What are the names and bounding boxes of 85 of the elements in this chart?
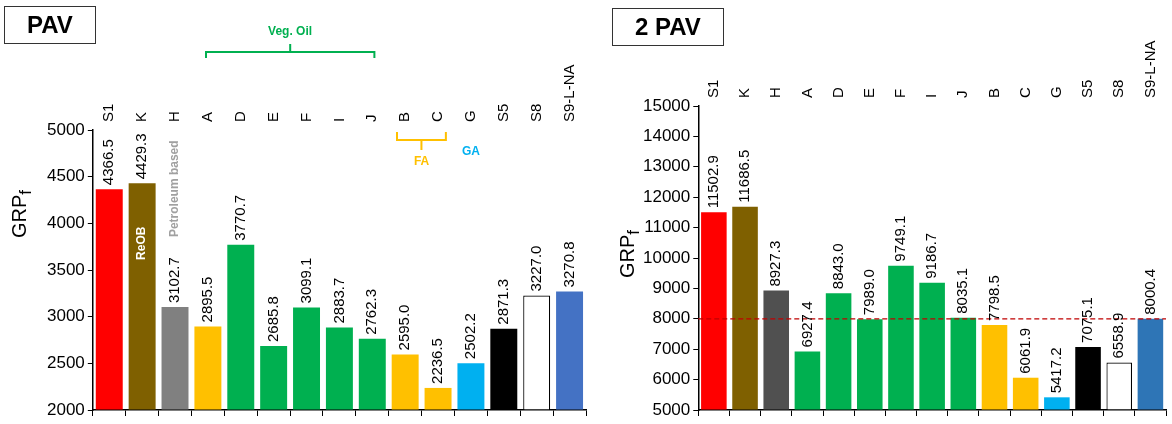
x-tick-label: J [953, 90, 971, 98]
y-tick-label: 4500 [46, 166, 85, 186]
data-label: 9186.7 [922, 232, 940, 279]
x-tick-label: K [132, 111, 150, 122]
data-label: 6558.9 [1109, 312, 1127, 359]
x-tick-label: E [263, 111, 281, 122]
data-label: 4429.3 [132, 133, 150, 180]
data-label: 3102.7 [165, 257, 183, 304]
annotation: GA [461, 144, 481, 159]
y-tick-label: 2000 [46, 399, 85, 419]
data-label: 6927.4 [797, 301, 815, 348]
text: Veg. Oil [268, 24, 313, 39]
data-label: 2236.5 [428, 338, 446, 384]
x-tick-label: S5 [1078, 79, 1096, 98]
data-label: 11686.5 [735, 149, 753, 203]
data-label: 8843.0 [828, 243, 846, 290]
y-tick-label: 5000 [652, 399, 691, 419]
x-tick-label: K [735, 87, 753, 98]
x-tick-label: G [461, 110, 479, 122]
data-label: 7075.1 [1078, 297, 1096, 343]
x-tick-label: D [230, 111, 248, 122]
y-tick-label: 2500 [46, 353, 85, 373]
x-tick-label: B [395, 111, 413, 122]
y-tick-label: 6000 [652, 369, 691, 389]
y-tick-label: 7000 [652, 338, 691, 358]
data-label: 11502.9 [704, 155, 721, 209]
x-tick-label: S1 [99, 103, 117, 122]
chart-title: PAV [4, 6, 96, 44]
y-tick-label: 15000 [642, 95, 691, 115]
y-tick-label: 8000 [652, 308, 691, 328]
x-tick-label: G [1047, 86, 1064, 98]
data-label: 3099.1 [296, 257, 314, 304]
x-tick-label: S9-L-NA [559, 64, 577, 122]
data-label: 6061.9 [1015, 327, 1033, 374]
x-tick-label: C [1015, 87, 1033, 98]
data-label: 9749.1 [891, 215, 909, 262]
x-tick-label: F [891, 88, 909, 98]
x-tick-label: S8 [526, 103, 544, 122]
x-tick-label: A [198, 111, 216, 122]
y-tick-label: 9000 [652, 278, 691, 298]
x-tick-label: A [797, 87, 815, 98]
x-tick-label: I [922, 93, 940, 98]
data-label: 8927.3 [766, 240, 784, 287]
data-label: 2685.8 [263, 296, 281, 342]
annotation: Petroleum based [167, 140, 182, 238]
data-label: 3770.7 [230, 194, 248, 241]
y-tick-label: 4000 [46, 213, 85, 233]
x-tick-label: J [362, 114, 380, 122]
y-tick-label: 3000 [46, 306, 85, 326]
data-label: 4366.5 [99, 139, 117, 186]
data-label: 7798.5 [984, 275, 1002, 321]
data-label: 7989.0 [859, 269, 877, 316]
data-label: 2871.3 [493, 278, 511, 325]
annotation: FA [413, 154, 430, 169]
data-label: 2895.5 [198, 276, 216, 323]
x-tick-label: C [428, 111, 446, 122]
data-label: 5417.2 [1047, 347, 1064, 394]
data-label: 3227.0 [526, 245, 544, 292]
x-tick-label: H [766, 87, 784, 98]
y-tick-label: 5000 [46, 119, 85, 139]
data-label: 2502.2 [461, 313, 479, 360]
x-tick-label: S9-L-NA [1140, 40, 1158, 98]
x-tick-label: E [859, 87, 877, 98]
x-tick-label: B [984, 87, 1002, 98]
data-label: 2883.7 [329, 277, 347, 324]
chart-title: 2 PAV [612, 8, 724, 46]
y-tick-label: 12000 [642, 186, 691, 206]
y-tick-label: 11000 [644, 217, 691, 237]
x-tick-label: H [165, 111, 183, 122]
y-tick-label: 14000 [642, 126, 691, 146]
data-label: 8035.1 [953, 267, 971, 314]
y-tick-label: 13000 [642, 156, 691, 176]
annotation: ReOB [134, 226, 149, 260]
data-label: 2762.3 [362, 288, 380, 335]
x-tick-label: F [296, 112, 314, 122]
x-tick-label: I [329, 117, 347, 122]
y-tick-label: 10000 [642, 247, 691, 267]
x-tick-label: S1 [704, 79, 721, 98]
x-tick-label: D [828, 87, 846, 98]
data-label: 2595.0 [395, 304, 413, 351]
y-tick-label: 3500 [46, 259, 85, 279]
x-tick-label: S5 [493, 103, 511, 122]
data-label: 8000.4 [1140, 268, 1158, 315]
x-tick-label: S8 [1109, 79, 1127, 98]
data-label: 3270.8 [559, 241, 577, 288]
